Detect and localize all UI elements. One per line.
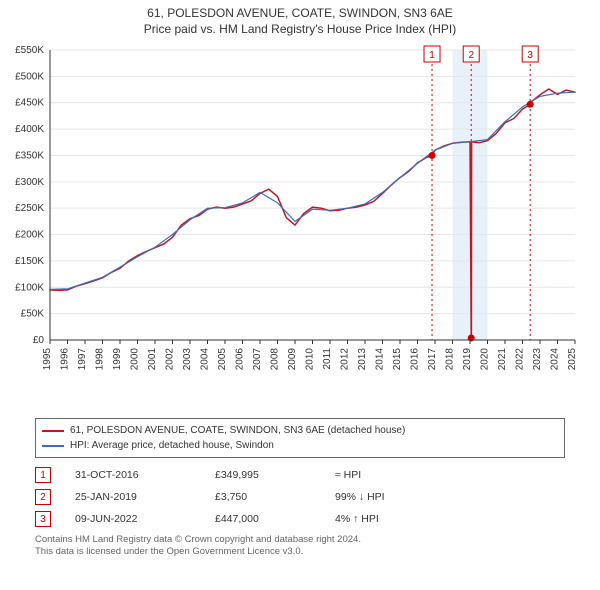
svg-text:3: 3 (527, 50, 533, 61)
footnote-line2: This data is licensed under the Open Gov… (35, 546, 565, 558)
price-chart: £0 £50K £100K £150K £200K £250K £300K £350K £400… (0, 40, 600, 410)
svg-text:2024: 2024 (550, 348, 561, 371)
svg-text:£500K: £500K (15, 71, 44, 82)
legend: 61, POLESDON AVENUE, COATE, SWINDON, SN3… (35, 418, 565, 458)
sale-date: 31-OCT-2016 (75, 469, 215, 481)
svg-text:2015: 2015 (392, 348, 403, 371)
sales-table: 1 31-OCT-2016 £349,995 ≈ HPI 2 25-JAN-20… (35, 464, 565, 530)
sale-comparison: 99% ↓ HPI (335, 491, 455, 503)
sale-badge: 3 (35, 511, 51, 527)
svg-text:1995: 1995 (42, 348, 53, 371)
legend-item-hpi: HPI: Average price, detached house, Swin… (42, 438, 558, 453)
svg-text:2013: 2013 (357, 348, 368, 371)
svg-text:2016: 2016 (410, 348, 421, 371)
sale-comparison: ≈ HPI (335, 469, 455, 481)
svg-text:£100K: £100K (15, 282, 44, 293)
svg-text:£550K: £550K (15, 45, 44, 56)
svg-text:2000: 2000 (130, 348, 141, 371)
svg-text:2: 2 (468, 50, 474, 61)
svg-text:1999: 1999 (112, 348, 123, 371)
sale-date: 09-JUN-2022 (75, 513, 215, 525)
legend-swatch-property (42, 430, 64, 432)
svg-text:2002: 2002 (165, 348, 176, 371)
svg-text:£0: £0 (33, 335, 45, 346)
legend-swatch-hpi (42, 445, 64, 447)
title-block: 61, POLESDON AVENUE, COATE, SWINDON, SN3… (0, 0, 600, 40)
svg-text:£200K: £200K (15, 230, 44, 241)
sale-date: 25-JAN-2019 (75, 491, 215, 503)
svg-text:2003: 2003 (182, 348, 193, 371)
table-row: 3 09-JUN-2022 £447,000 4% ↑ HPI (35, 508, 565, 530)
legend-item-property: 61, POLESDON AVENUE, COATE, SWINDON, SN3… (42, 423, 558, 438)
svg-text:£250K: £250K (15, 203, 44, 214)
footnote-line1: Contains HM Land Registry data © Crown c… (35, 534, 565, 546)
svg-text:2019: 2019 (462, 348, 473, 371)
svg-text:2012: 2012 (340, 348, 351, 371)
legend-label-property: 61, POLESDON AVENUE, COATE, SWINDON, SN3… (70, 423, 405, 438)
svg-text:2010: 2010 (305, 348, 316, 371)
chart-container: £0 £50K £100K £150K £200K £250K £300K £350K £400… (0, 40, 600, 410)
sale-badge: 2 (35, 489, 51, 505)
legend-label-hpi: HPI: Average price, detached house, Swin… (70, 438, 274, 453)
svg-text:2006: 2006 (235, 348, 246, 371)
svg-text:£350K: £350K (15, 150, 44, 161)
svg-text:1998: 1998 (95, 348, 106, 371)
svg-text:1996: 1996 (60, 348, 71, 371)
svg-text:2008: 2008 (270, 348, 281, 371)
svg-text:2009: 2009 (287, 348, 298, 371)
footnote: Contains HM Land Registry data © Crown c… (35, 534, 565, 559)
svg-text:2001: 2001 (147, 348, 158, 371)
table-row: 1 31-OCT-2016 £349,995 ≈ HPI (35, 464, 565, 486)
svg-text:2023: 2023 (532, 348, 543, 371)
svg-text:2004: 2004 (200, 348, 211, 371)
sale-price: £447,000 (215, 513, 335, 525)
svg-text:2021: 2021 (497, 348, 508, 371)
svg-text:2020: 2020 (480, 348, 491, 371)
svg-text:£450K: £450K (15, 98, 44, 109)
svg-text:2005: 2005 (217, 348, 228, 371)
sale-badge: 1 (35, 467, 51, 483)
svg-text:1997: 1997 (77, 348, 88, 371)
svg-text:£400K: £400K (15, 124, 44, 135)
sale-price: £349,995 (215, 469, 335, 481)
svg-text:2011: 2011 (322, 348, 333, 370)
svg-text:2025: 2025 (567, 348, 578, 371)
title-line2: Price paid vs. HM Land Registry's House … (0, 22, 600, 36)
sale-comparison: 4% ↑ HPI (335, 513, 455, 525)
svg-text:2022: 2022 (515, 348, 526, 371)
svg-text:2007: 2007 (252, 348, 263, 371)
title-line1: 61, POLESDON AVENUE, COATE, SWINDON, SN3… (0, 6, 600, 20)
sale-price: £3,750 (215, 491, 335, 503)
svg-text:2017: 2017 (427, 348, 438, 371)
svg-text:2014: 2014 (375, 348, 386, 371)
svg-text:£50K: £50K (21, 309, 45, 320)
svg-text:£150K: £150K (15, 256, 44, 267)
svg-text:£300K: £300K (15, 177, 44, 188)
svg-text:1: 1 (429, 50, 435, 61)
svg-text:2018: 2018 (445, 348, 456, 371)
table-row: 2 25-JAN-2019 £3,750 99% ↓ HPI (35, 486, 565, 508)
